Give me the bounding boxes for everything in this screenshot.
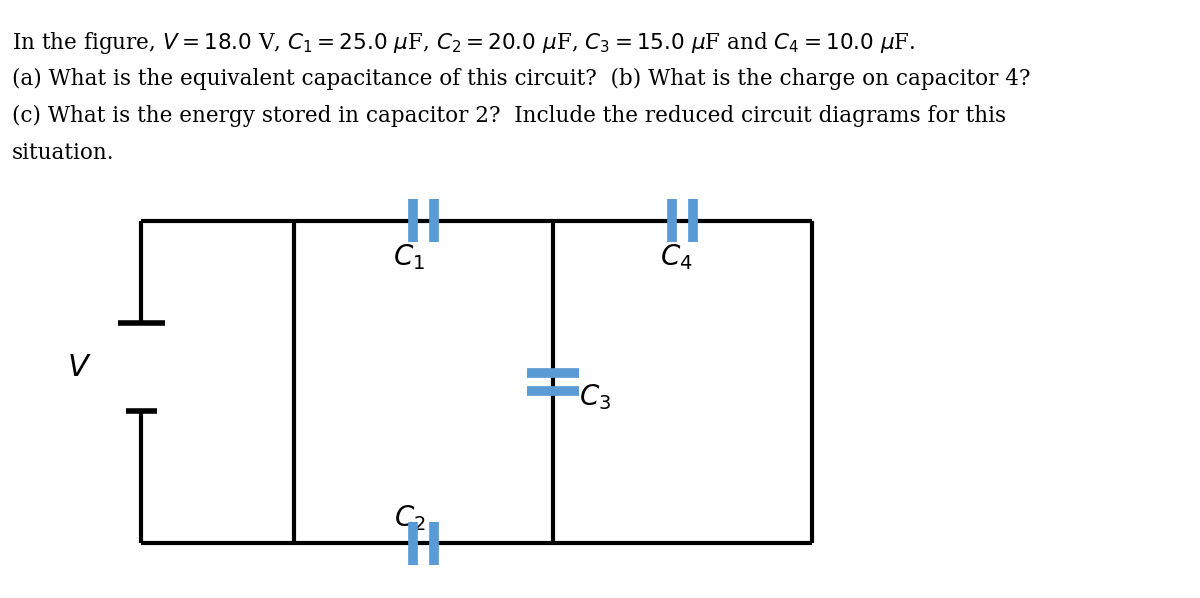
- Text: (c) What is the energy stored in capacitor 2?  Include the reduced circuit diagr: (c) What is the energy stored in capacit…: [12, 105, 1006, 127]
- Text: $C_4$: $C_4$: [660, 242, 692, 272]
- Text: $C_2$: $C_2$: [394, 504, 425, 533]
- Text: $C_1$: $C_1$: [394, 242, 426, 272]
- Text: situation.: situation.: [12, 142, 114, 164]
- Text: (a) What is the equivalent capacitance of this circuit?  (b) What is the charge : (a) What is the equivalent capacitance o…: [12, 68, 1031, 90]
- Text: $C_3$: $C_3$: [578, 382, 611, 411]
- Text: In the figure, $V = 18.0$ V, $C_1 = 25.0\ \mu$F, $C_2 = 20.0\ \mu$F, $C_3 = 15.0: In the figure, $V = 18.0$ V, $C_1 = 25.0…: [12, 30, 916, 56]
- Text: $V$: $V$: [67, 352, 92, 383]
